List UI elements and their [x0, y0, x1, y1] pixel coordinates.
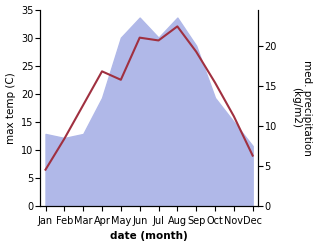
X-axis label: date (month): date (month): [110, 231, 188, 242]
Y-axis label: max temp (C): max temp (C): [5, 72, 16, 144]
Y-axis label: med. precipitation
(kg/m2): med. precipitation (kg/m2): [291, 60, 313, 156]
